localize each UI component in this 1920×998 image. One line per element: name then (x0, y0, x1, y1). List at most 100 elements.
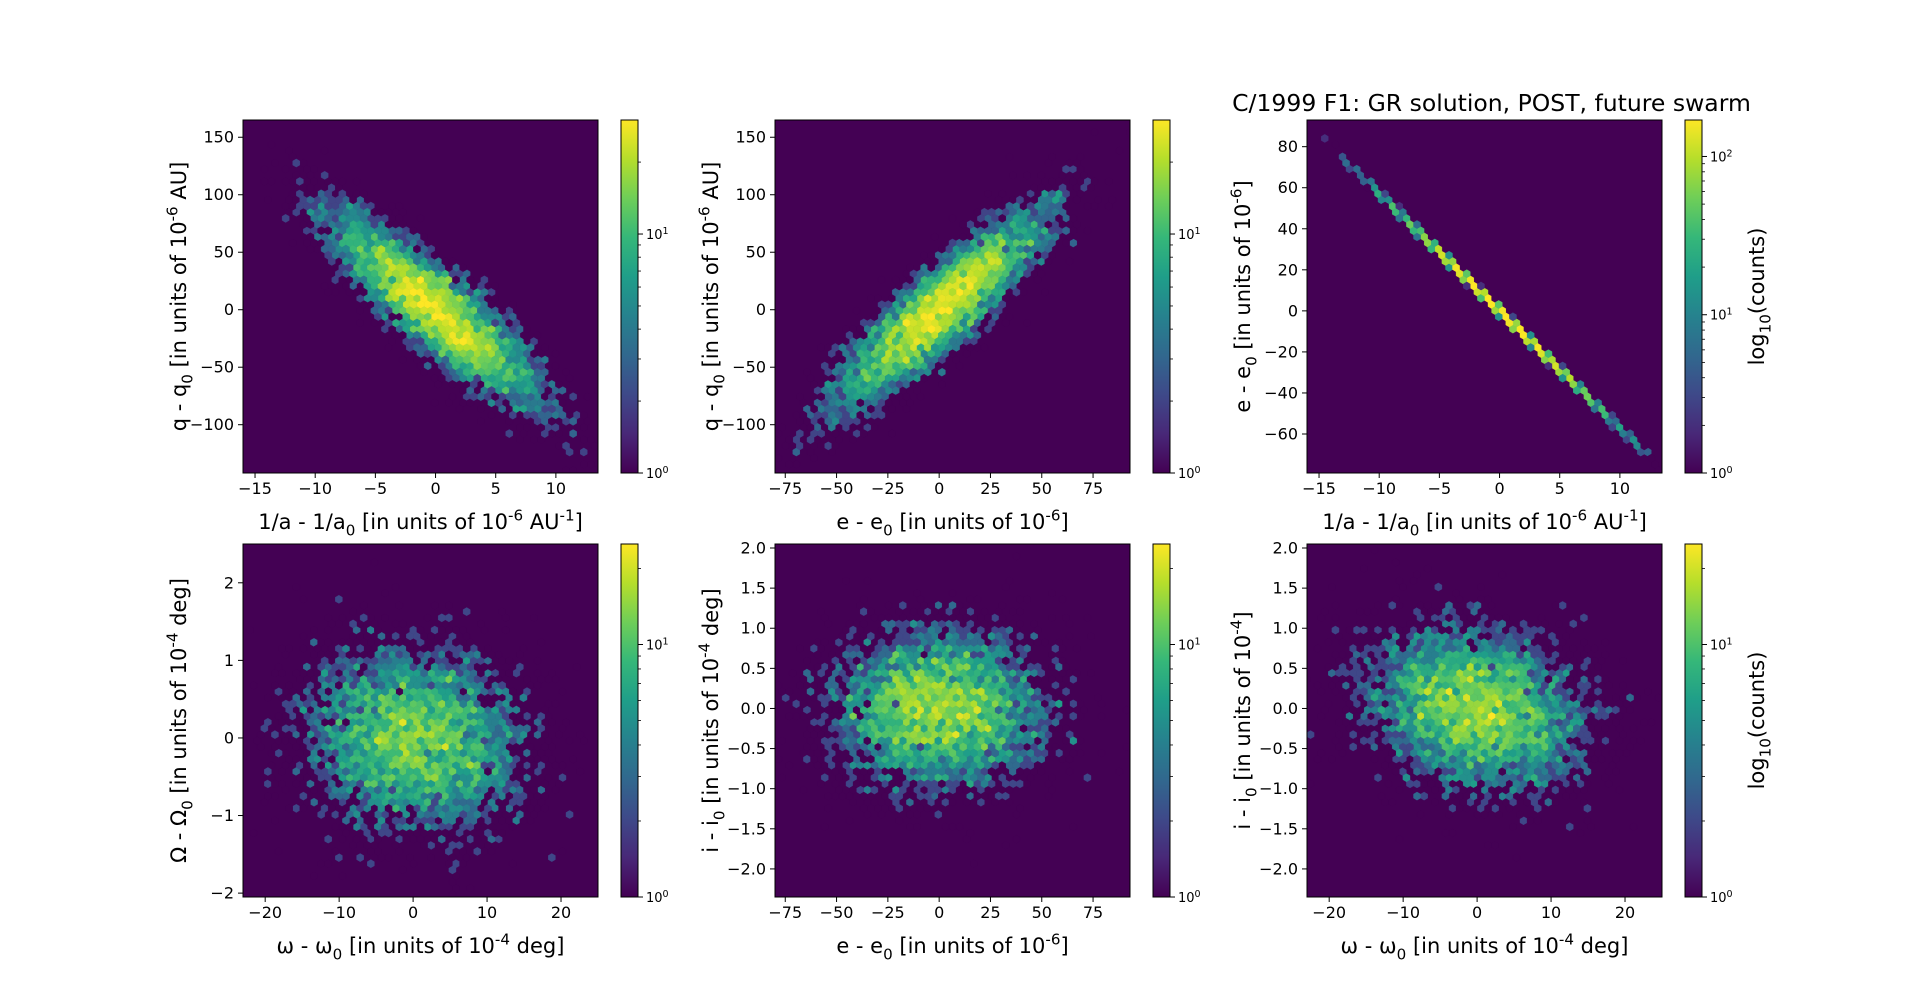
colorbar-tick-label: 100 (646, 889, 669, 906)
y-tick-label: −1 (210, 806, 234, 825)
x-tick-label: −10 (1362, 479, 1396, 498)
y-tick-label: 0 (1288, 301, 1298, 320)
x-tick-label: 75 (1083, 903, 1103, 922)
y-tick-label: 80 (1278, 137, 1298, 156)
colorbar: 100 101 (621, 120, 669, 482)
hexbin-cell (768, 466, 775, 474)
colorbar-gradient (621, 544, 638, 897)
x-tick-label: −10 (298, 479, 332, 498)
x-tick-label: −10 (1386, 903, 1420, 922)
y-tick-label: 60 (1278, 178, 1298, 197)
x-tick-label: 10 (1541, 903, 1561, 922)
x-axis-label: 1/a - 1/a0 [in units of 10-6 AU-1] (258, 507, 583, 540)
y-tick-label: −2.0 (727, 859, 766, 878)
hexbin-cell (598, 405, 605, 413)
y-tick-label: −2.0 (1259, 859, 1298, 878)
x-tick-label: 20 (551, 903, 571, 922)
y-tick-label: 1.0 (741, 619, 766, 638)
y-tick-label: 100 (203, 185, 234, 204)
y-tick-label: −60 (1264, 425, 1298, 444)
hexbin-cell (1662, 731, 1669, 739)
x-tick-label: 0 (934, 903, 944, 922)
x-tick-label: −50 (820, 479, 854, 498)
y-tick-label: 0.0 (741, 699, 766, 718)
colorbar-tick-label: 100 (1710, 465, 1733, 482)
colorbar-gradient (1153, 544, 1170, 897)
colorbar-gradient (621, 120, 638, 473)
x-axis-label: 1/a - 1/a0 [in units of 10-6 AU-1] (1322, 507, 1647, 540)
colorbar: 100 101 (1153, 120, 1201, 482)
y-tick-label: −20 (1264, 342, 1298, 361)
y-tick-label: −100 (722, 415, 766, 434)
x-tick-label: 5 (491, 479, 501, 498)
colorbar-tick-label: 101 (1178, 226, 1201, 243)
y-tick-label: 50 (214, 243, 234, 262)
x-tick-label: 50 (1032, 903, 1052, 922)
x-tick-label: 10 (477, 903, 497, 922)
colorbar-tick-label: 100 (1178, 465, 1201, 482)
hexbin-cell (236, 706, 243, 714)
colorbar-label: log10(counts) (1745, 228, 1774, 366)
y-tick-label: 2.0 (741, 539, 766, 558)
x-tick-label: 50 (1032, 479, 1052, 498)
colorbar-tick-label: 101 (646, 636, 669, 653)
x-axis-label: e - e0 [in units of 10-6] (836, 507, 1068, 540)
x-tick-label: −20 (1312, 903, 1346, 922)
x-axis-label: e - e0 [in units of 10-6] (836, 931, 1068, 964)
y-tick-label: 1.5 (741, 579, 766, 598)
y-tick-label: 150 (203, 128, 234, 147)
y-tick-label: 50 (746, 243, 766, 262)
y-tick-label: −40 (1264, 383, 1298, 402)
y-axis-label: i - i0 [in units of 10-4 deg] (696, 588, 729, 852)
y-tick-label: −0.5 (727, 739, 766, 758)
colorbar-tick-label: 101 (1710, 307, 1733, 324)
y-tick-label: 40 (1278, 219, 1298, 238)
y-tick-label: 0 (224, 300, 234, 319)
colorbar-tick-label: 102 (1710, 148, 1733, 165)
x-tick-label: −75 (768, 903, 802, 922)
y-tick-label: 1 (224, 651, 234, 670)
colorbar-tick-label: 100 (646, 465, 669, 482)
x-tick-label: −25 (871, 479, 905, 498)
x-tick-label: −10 (322, 903, 356, 922)
y-axis-label: q - q0 [in units of 10-6 AU] (164, 162, 197, 432)
y-tick-label: 0.5 (741, 659, 766, 678)
y-tick-label: −2 (210, 884, 234, 903)
x-tick-label: 10 (1610, 479, 1630, 498)
x-tick-label: −25 (871, 903, 905, 922)
x-tick-label: 10 (546, 479, 566, 498)
y-tick-label: 100 (735, 185, 766, 204)
x-tick-label: 75 (1083, 479, 1103, 498)
x-tick-label: 5 (1555, 479, 1565, 498)
y-tick-label: −50 (732, 358, 766, 377)
x-tick-label: 25 (980, 903, 1000, 922)
y-tick-label: 150 (735, 128, 766, 147)
y-axis-label: Ω - Ω0 [in units of 10-4 deg] (164, 578, 197, 863)
x-tick-label: 0 (934, 479, 944, 498)
y-tick-label: −1.5 (727, 819, 766, 838)
x-tick-label: 20 (1615, 903, 1635, 922)
x-axis-label: ω - ω0 [in units of 10-4 deg] (277, 931, 565, 964)
figure-title: C/1999 F1: GR solution, POST, future swa… (1232, 89, 1751, 117)
x-tick-label: −75 (768, 479, 802, 498)
colorbar-tick-label: 101 (646, 226, 669, 243)
y-tick-label: −50 (200, 358, 234, 377)
hexbin-cell (1296, 761, 1303, 769)
x-tick-label: 0 (430, 479, 440, 498)
x-tick-label: −15 (238, 479, 272, 498)
colorbar-tick-label: 101 (1178, 636, 1201, 653)
colorbar: 100 101 102 log10(counts) (1685, 120, 1774, 482)
x-tick-label: 0 (1472, 903, 1482, 922)
x-tick-label: −5 (1428, 479, 1452, 498)
y-tick-label: 2 (224, 573, 234, 592)
y-tick-label: −100 (190, 415, 234, 434)
